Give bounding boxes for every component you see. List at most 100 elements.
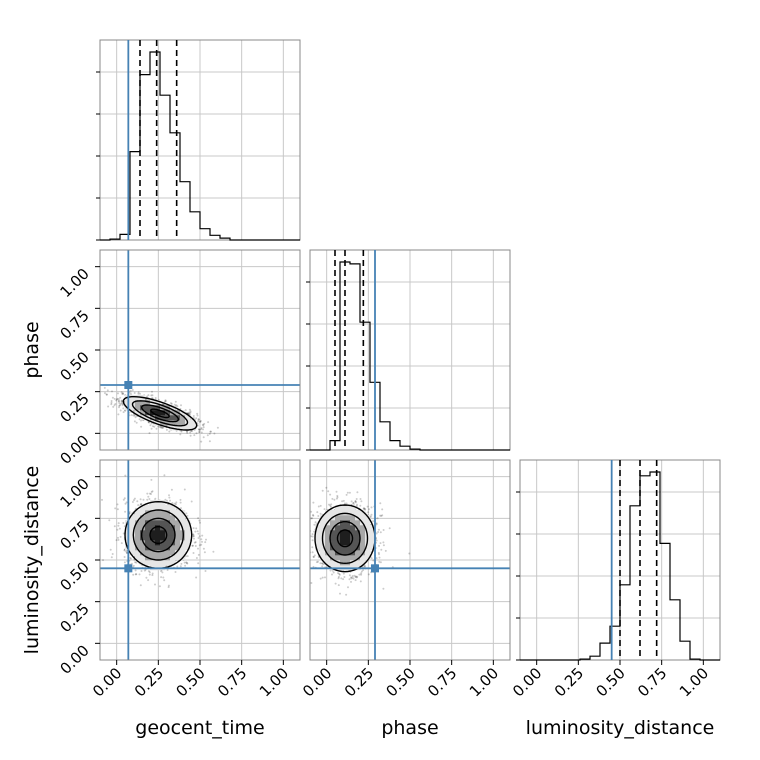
scatter-point — [311, 551, 314, 554]
density-cell — [355, 520, 361, 526]
scatter-point — [197, 517, 200, 520]
scatter-point — [360, 570, 363, 573]
y-tick-label: 0.00 — [56, 431, 92, 467]
y-axis-label-phase: phase — [21, 321, 43, 378]
scatter-point — [378, 556, 381, 559]
scatter-point — [111, 396, 114, 399]
scatter-point — [197, 553, 200, 556]
density-cell — [140, 540, 146, 546]
density-cell — [345, 505, 351, 511]
density-cell — [135, 395, 141, 401]
scatter-point — [134, 561, 137, 564]
scatter-point — [122, 392, 124, 395]
scatter-point — [196, 412, 199, 415]
scatter-point — [319, 512, 322, 515]
density-cell — [150, 550, 156, 556]
scatter-point — [191, 533, 194, 536]
scatter-point — [179, 498, 182, 501]
density-cell — [180, 415, 186, 421]
scatter-point — [175, 404, 178, 407]
scatter-point — [118, 401, 121, 404]
density-cell — [350, 555, 356, 561]
scatter-point — [113, 397, 116, 400]
density-cell — [155, 525, 161, 531]
density-cell — [175, 535, 181, 541]
scatter-point — [352, 577, 355, 580]
density-cell — [185, 545, 191, 551]
scatter-point — [192, 527, 195, 530]
x-tick-label: 0.00 — [89, 664, 125, 700]
scatter-point — [347, 586, 349, 589]
y-tick-label: 0.50 — [56, 348, 92, 384]
scatter-point — [196, 414, 199, 417]
scatter-point — [350, 500, 353, 503]
contour-line — [124, 500, 193, 570]
x-tick-label: 0.50 — [382, 664, 418, 700]
density-cell — [330, 525, 336, 531]
scatter-point — [197, 562, 200, 565]
scatter-point — [174, 400, 177, 403]
density-cell — [135, 540, 141, 546]
scatter-point — [117, 398, 120, 401]
scatter-point — [207, 421, 210, 424]
y-axis-label-luminosity-distance: luminosity_distance — [21, 466, 43, 655]
scatter-point — [194, 530, 197, 533]
scatter-point — [354, 500, 357, 503]
scatter-point — [377, 531, 380, 533]
density-cell — [175, 520, 181, 526]
scatter-point — [342, 578, 345, 581]
density-cell — [175, 420, 181, 426]
scatter-point — [197, 418, 200, 421]
scatter-point — [203, 422, 206, 425]
density-cell — [320, 515, 326, 521]
density-cell — [170, 555, 176, 561]
scatter-point — [312, 555, 315, 558]
scatter-point — [370, 557, 373, 560]
scatter-point — [132, 414, 135, 417]
density-cell — [155, 510, 161, 516]
density-cell — [140, 550, 146, 556]
scatter-point — [134, 416, 137, 419]
scatter-point — [376, 517, 379, 520]
scatter-point — [185, 512, 188, 515]
scatter-point — [118, 527, 121, 530]
scatter-point — [379, 561, 382, 564]
scatter-point — [122, 522, 125, 524]
histogram-geocent_time — [100, 51, 300, 241]
scatter-point — [134, 573, 137, 576]
scatter-point — [382, 544, 385, 547]
density-cell — [135, 555, 141, 561]
scatter-point — [168, 494, 170, 497]
scatter-point — [375, 539, 378, 542]
scatter-point — [311, 533, 314, 536]
x-tick-label: 0.50 — [172, 664, 208, 700]
scatter-point — [196, 530, 199, 533]
scatter-point — [195, 527, 198, 530]
x-tick-label: 0.25 — [131, 664, 167, 700]
scatter-point — [180, 430, 183, 433]
density-cell — [335, 545, 341, 551]
scatter-point — [132, 564, 135, 567]
density-cell — [165, 510, 171, 516]
scatter-point — [355, 576, 358, 579]
density-cell — [180, 545, 186, 551]
scatter-point — [321, 562, 324, 565]
scatter-point — [193, 537, 195, 540]
density-cell — [360, 555, 366, 561]
density-cell — [175, 545, 181, 551]
scatter-point — [337, 577, 340, 580]
density-cell — [165, 545, 171, 551]
density-cell — [315, 535, 321, 541]
density-cell — [140, 530, 146, 536]
panel-content — [310, 486, 411, 596]
scatter-point — [354, 576, 357, 578]
density-cell — [360, 525, 366, 531]
scatter-point — [130, 557, 132, 560]
scatter-point — [331, 497, 334, 500]
y-tick-label: 1.00 — [56, 475, 92, 511]
scatter-point — [212, 550, 215, 553]
scatter-point — [352, 502, 355, 505]
density-cell — [355, 530, 361, 536]
scatter-point — [153, 425, 156, 428]
density-cell — [165, 515, 171, 521]
